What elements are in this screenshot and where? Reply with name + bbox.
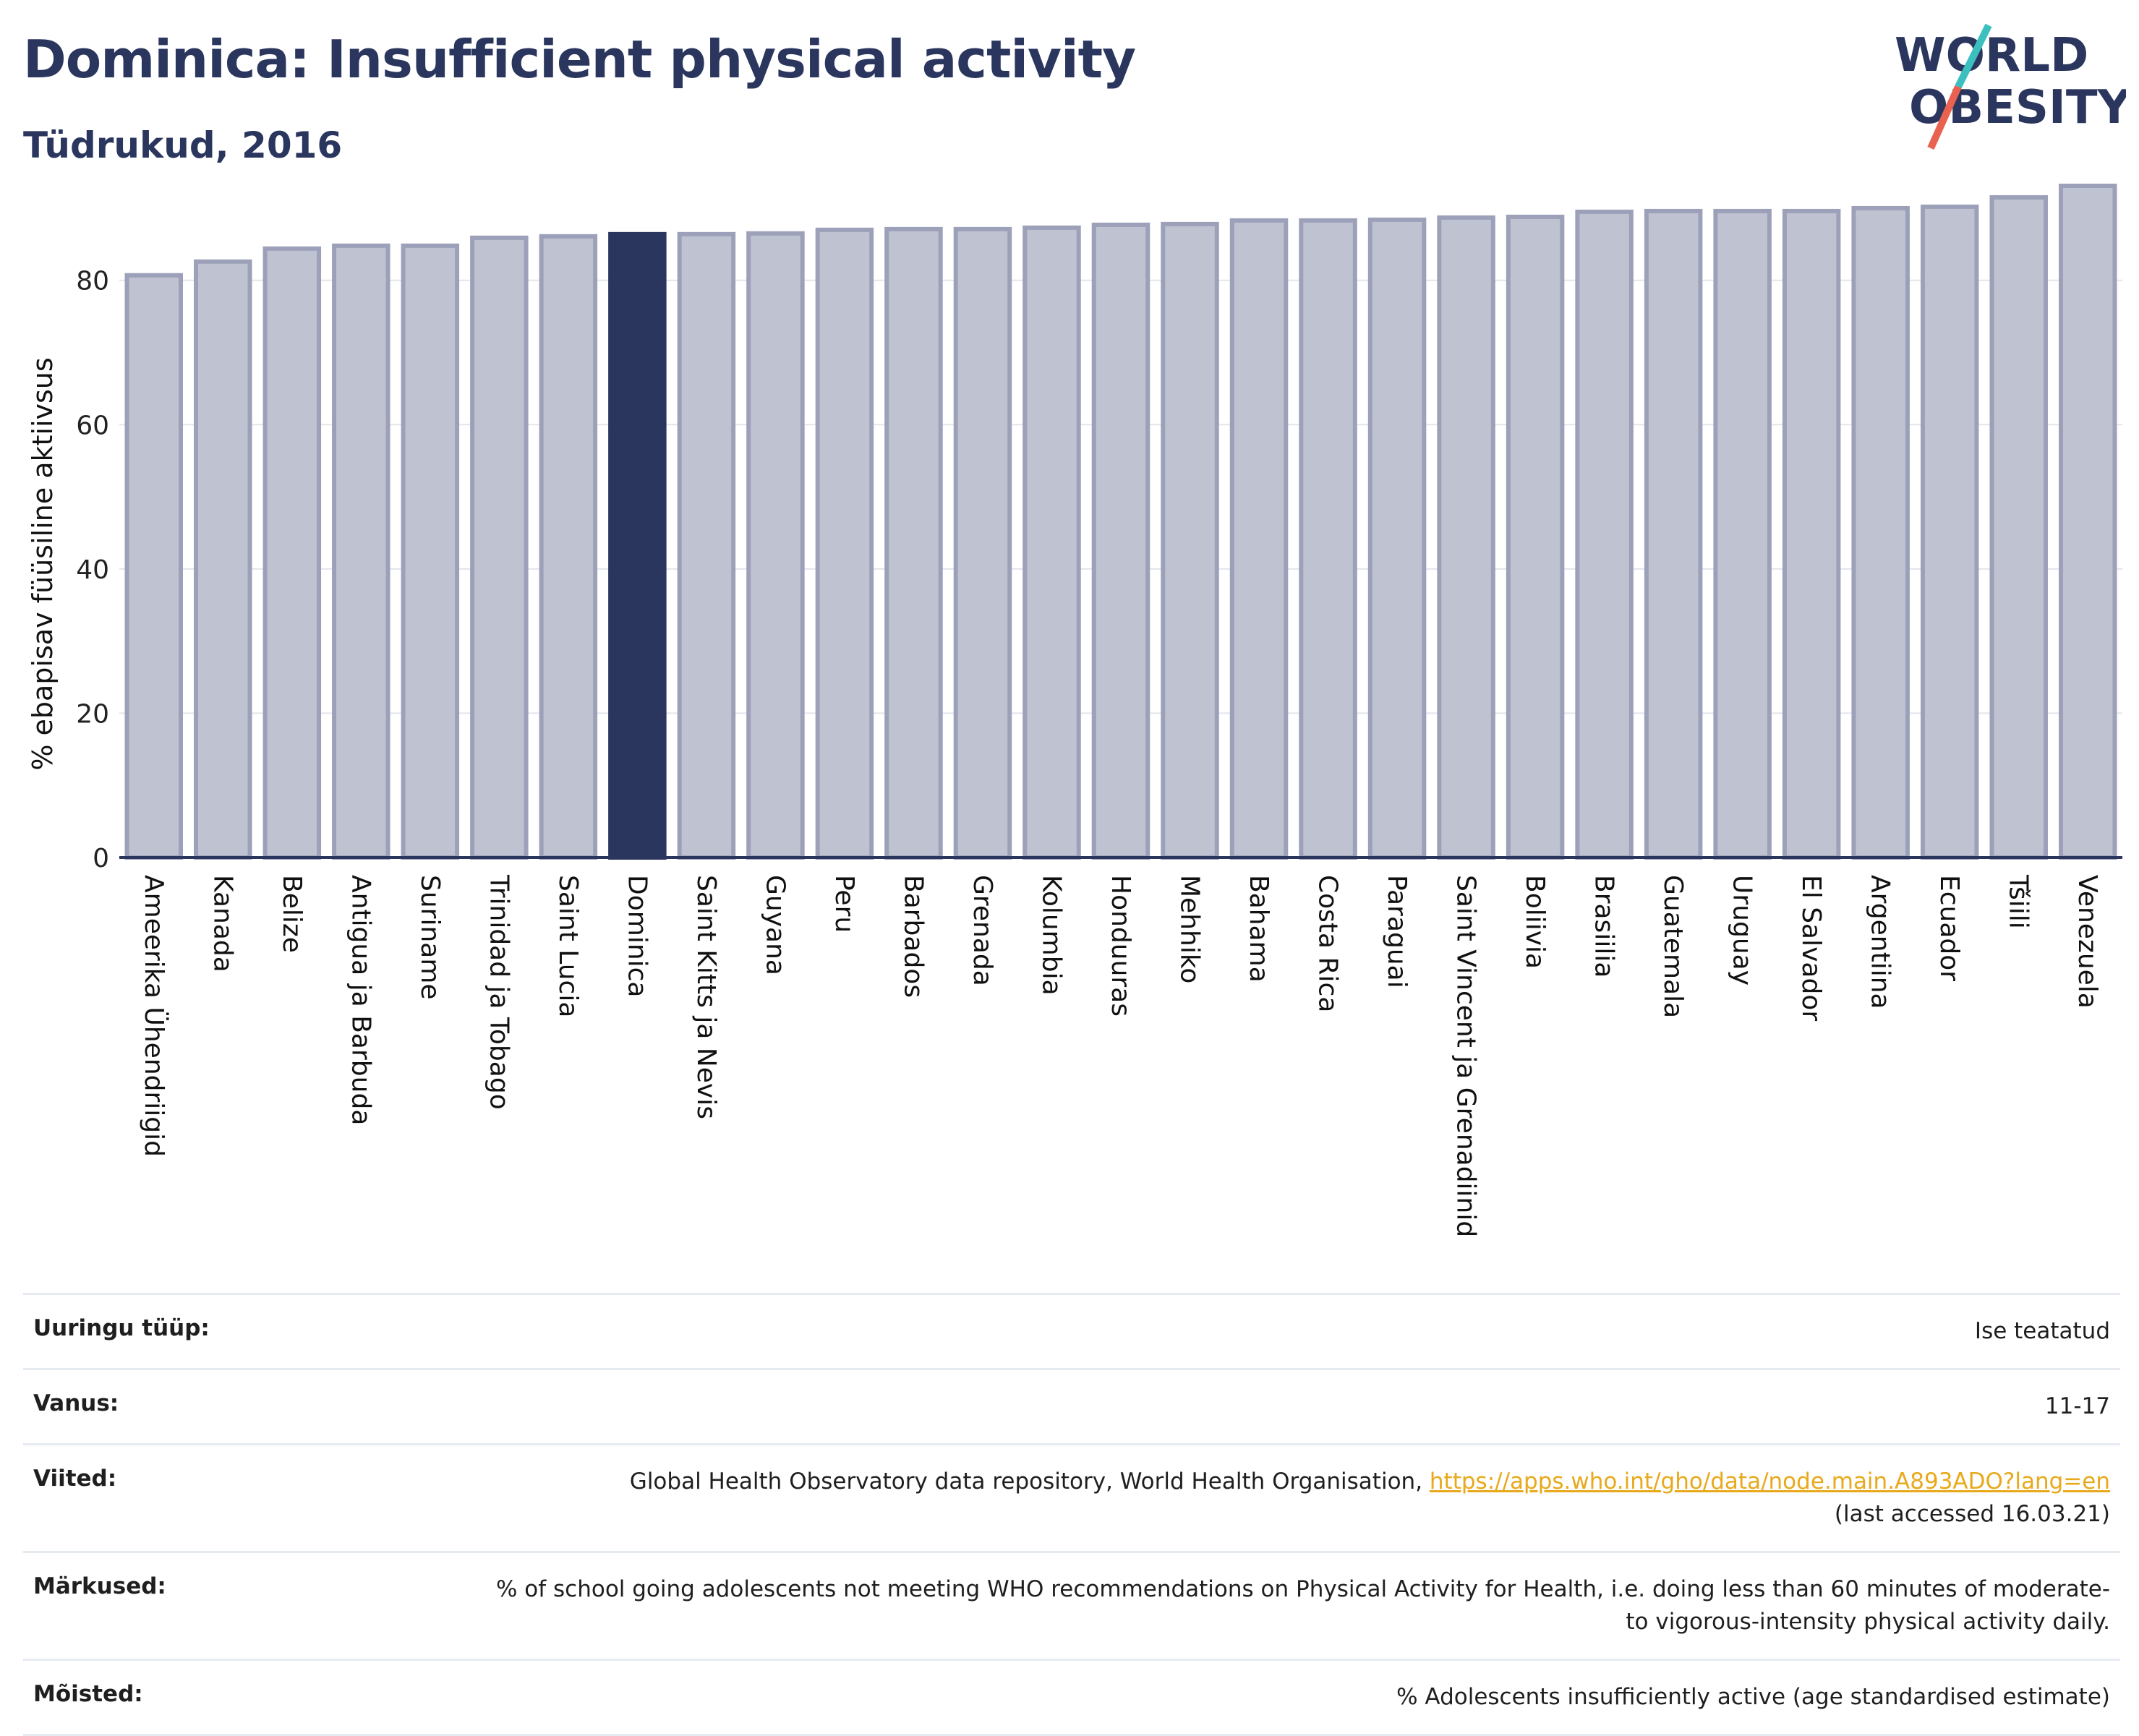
reference-link[interactable]: https://apps.who.int/gho/data/node.main.… — [1429, 1468, 2110, 1495]
bar-paraguai — [1367, 217, 1427, 860]
bar-chart: 0 20 40 60 80 Ameerika Ühendriigid Kanada Beli… — [27, 184, 2122, 1237]
info-row: Mõisted: % Adolescents insufficiently act… — [23, 1658, 2120, 1736]
bar-ameerika-hendriigid — [124, 273, 184, 860]
logo-slash-teal — [1955, 23, 1992, 89]
bar-ecuador — [1920, 204, 1979, 860]
logo-line1: WORLD — [1895, 29, 2088, 82]
info-key: Mõisted: — [33, 1680, 143, 1707]
bar-antigua-ja-barbuda — [332, 243, 390, 860]
x-tick-label: Honduuras — [1106, 875, 1135, 1017]
bar-el-salvador — [1782, 208, 1841, 860]
bar-costa-rica — [1299, 218, 1357, 860]
x-axis-labels: Ameerika Ühendriigid Kanada Belize Antigua … — [139, 874, 2102, 1237]
world-obesity-logo: WORLD OBESITY — [1895, 23, 2126, 150]
x-tick-label: Guyana — [760, 875, 790, 975]
info-value: % of school going adolescents not meetin… — [483, 1573, 2110, 1638]
info-value: 11-17 — [2045, 1390, 2110, 1423]
info-value: % Adolescents insufficiently active (age… — [1396, 1681, 2110, 1714]
y-tick-label: 60 — [76, 411, 109, 440]
info-key: Viited: — [33, 1465, 117, 1492]
x-tick-label: Peru — [829, 875, 859, 933]
bar-kolumbia — [1022, 225, 1081, 860]
page-subtitle: Tüdrukud, 2016 — [23, 124, 343, 166]
x-tick-label: Grenada — [968, 875, 997, 986]
bar-dominica — [608, 231, 667, 860]
bar-trinidad-ja-tobago — [470, 235, 529, 860]
x-tick-label: Saint Vincent ja Grenadiinid — [1451, 875, 1481, 1237]
bars — [124, 184, 2117, 860]
info-value-text: Global Health Observatory data repositor… — [629, 1468, 1430, 1495]
bar-brasiilia — [1575, 209, 1634, 860]
info-table: Uuringu tüüp: Ise teatatud Vanus: 11-17 Viit… — [23, 1293, 2120, 1736]
bar-peru — [815, 227, 874, 860]
x-tick-label: Belize — [277, 875, 307, 953]
bar-t-iili — [1989, 194, 2048, 860]
x-tick-label: Boliivia — [1520, 875, 1550, 969]
bar-argentiina — [1851, 205, 1910, 860]
x-tick-label: Tšiili — [2004, 874, 2033, 929]
info-row: Vanus: 11-17 — [23, 1367, 2120, 1443]
x-tick-label: Bahama — [1244, 875, 1273, 983]
bar-saint-kitts-ja-nevis — [677, 231, 736, 860]
bar-kanada — [194, 259, 252, 860]
page-title: Dominica: Insufficient physical activity — [23, 29, 1136, 90]
x-tick-label: Kolumbia — [1036, 875, 1066, 996]
x-tick-label: Venezuela — [2072, 875, 2102, 1009]
x-tick-label: Dominica — [622, 875, 652, 998]
bar-mehhiko — [1161, 221, 1219, 860]
bar-guyana — [746, 231, 805, 860]
info-value: Ise teatatud — [1975, 1315, 2110, 1348]
x-tick-label: Brasiilia — [1589, 875, 1619, 978]
info-value-text: (last accessed 16.03.21) — [1834, 1500, 2110, 1527]
bar-belize — [262, 246, 322, 860]
x-tick-label: Uruguay — [1728, 875, 1757, 985]
y-tick-label: 80 — [76, 267, 109, 296]
bar-boliivia — [1506, 214, 1565, 860]
info-value-text: Ise teatatud — [1974, 1318, 2110, 1344]
bar-uruguay — [1713, 208, 1772, 860]
bar-barbados — [884, 226, 943, 860]
bar-saint-lucia — [539, 234, 598, 860]
x-tick-label: Ecuador — [1934, 875, 1964, 981]
x-tick-label: Suriname — [415, 875, 445, 1000]
x-tick-label: Saint Kitts ja Nevis — [691, 875, 721, 1119]
x-tick-label: Costa Rica — [1313, 875, 1343, 1012]
info-key: Märkused: — [33, 1573, 166, 1599]
y-axis-title: % ebapisav füüsiline aktiivsus — [27, 357, 59, 770]
y-axis-ticks: 0 20 40 60 80 — [76, 267, 109, 873]
x-tick-label: El Salvador — [1796, 875, 1826, 1021]
bar-saint-vincent-ja-grenadiinid — [1437, 215, 1495, 860]
x-tick-label: Saint Lucia — [553, 875, 583, 1017]
bar-bahama — [1229, 218, 1289, 860]
y-tick-label: 20 — [76, 699, 109, 729]
y-tick-label: 0 — [93, 844, 109, 873]
bar-guatemala — [1644, 208, 1703, 860]
logo-slash-coral — [1927, 85, 1962, 150]
x-tick-label: Kanada — [208, 875, 237, 972]
x-tick-label: Trinidad ja Tobago — [484, 874, 513, 1110]
info-row: Viited: Global Health Observatory data re… — [23, 1442, 2120, 1551]
info-value-text: % Adolescents insufficiently active (age… — [1396, 1683, 2110, 1710]
info-row: Uuringu tüüp: Ise teatatud — [23, 1293, 2120, 1368]
bar-venezuela — [2058, 184, 2117, 860]
x-tick-label: Antigua ja Barbuda — [346, 875, 375, 1125]
x-tick-label: Argentiina — [1866, 875, 1895, 1009]
x-tick-label: Ameerika Ühendriigid — [139, 875, 169, 1157]
x-tick-label: Mehhiko — [1175, 875, 1205, 983]
bar-suriname — [401, 243, 460, 860]
info-key: Uuringu tüüp: — [33, 1315, 210, 1341]
info-key: Vanus: — [33, 1390, 119, 1416]
info-value-text: % of school going adolescents not meetin… — [495, 1575, 2110, 1635]
x-tick-label: Guatemala — [1658, 875, 1688, 1018]
info-row: Märkused: % of school going adolescents n… — [23, 1550, 2120, 1659]
info-value: Global Health Observatory data repositor… — [630, 1466, 2110, 1531]
y-tick-label: 40 — [76, 555, 109, 585]
bar-grenada — [953, 226, 1012, 860]
x-tick-label: Barbados — [898, 875, 928, 998]
x-tick-label: Paraguai — [1382, 875, 1412, 988]
info-value-text: 11-17 — [2044, 1393, 2110, 1419]
bar-honduuras — [1091, 222, 1150, 860]
